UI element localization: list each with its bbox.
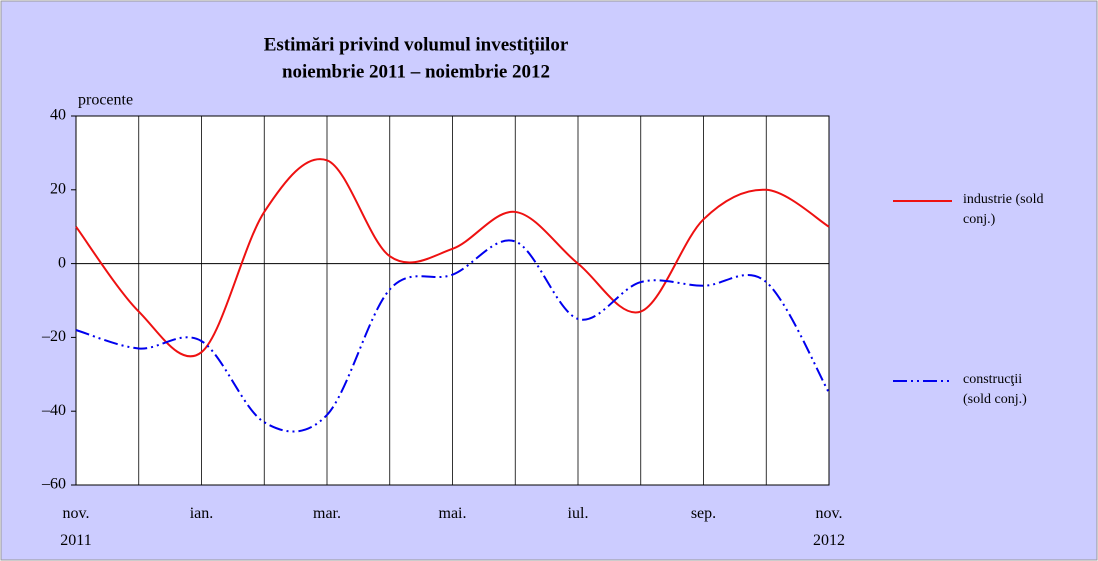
- legend-label: construcţii (sold conj.): [963, 372, 1027, 407]
- x-tick-label: mai.: [438, 505, 467, 522]
- x-tick-label: iul.: [567, 505, 589, 522]
- x-tick-label: mar.: [313, 505, 341, 522]
- x-tick-label: nov. 2011: [60, 505, 92, 549]
- chart-subtitle: noiembrie 2011 – noiembrie 2012: [282, 61, 550, 82]
- y-tick-label: –20: [41, 328, 66, 345]
- x-tick-label: sep.: [690, 505, 717, 522]
- x-tick-label: ian.: [189, 505, 214, 522]
- y-axis-label: procente: [78, 92, 133, 109]
- chart-title: Estimări privind volumul investiţiilor: [264, 34, 569, 55]
- y-tick-label: –40: [41, 402, 66, 419]
- legend-label: industrie (sold conj.): [963, 192, 1044, 227]
- data-line: [75, 239, 830, 433]
- data-line: [75, 158, 830, 358]
- y-tick-label: –60: [41, 476, 66, 493]
- y-tick-label: 20: [50, 180, 66, 197]
- y-tick-label: 0: [58, 254, 66, 271]
- y-tick-label: 40: [50, 107, 66, 124]
- x-tick-label: nov. 2012: [813, 505, 845, 549]
